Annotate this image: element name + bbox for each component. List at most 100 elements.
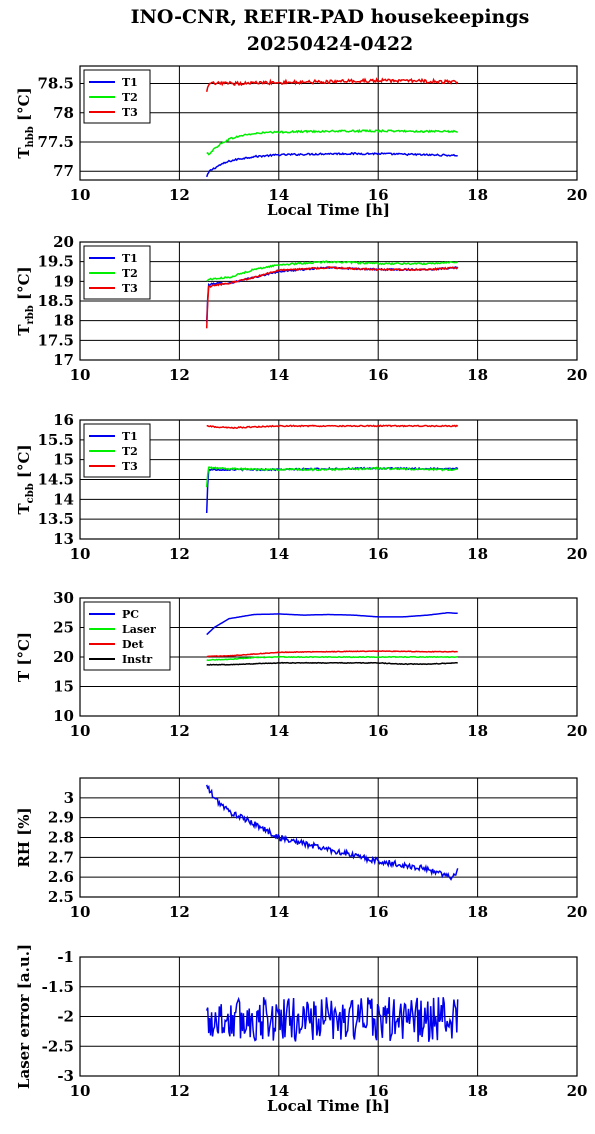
y-tick-label: 20 xyxy=(53,648,74,666)
y-axis-label-main: T xyxy=(15,324,33,336)
y-tick-label: 15 xyxy=(53,451,74,469)
x-tick-label: 12 xyxy=(169,1082,190,1100)
legend-label: T1 xyxy=(122,76,138,89)
y-axis-label: Laser error [a.u.] xyxy=(15,944,33,1089)
y-tick-label: -2.5 xyxy=(42,1037,74,1055)
plot-frame xyxy=(79,65,578,181)
chart-panel-temps: 10 12 14 16 18 20 10 15 20 25 30 T [°C] PC Laser Det In… xyxy=(15,589,587,740)
y-tick-label: 2.8 xyxy=(48,829,74,847)
x-tick-label: 12 xyxy=(169,722,190,740)
y-tick-label: 77.5 xyxy=(37,133,74,151)
y-tick-label: -1.5 xyxy=(42,978,74,996)
y-tick-label: 15 xyxy=(53,678,74,696)
y-tick-label: -3 xyxy=(57,1067,74,1085)
y-tick-label: 2.5 xyxy=(48,888,74,906)
y-tick-label: 30 xyxy=(53,589,74,607)
x-tick-label: 10 xyxy=(70,722,91,740)
y-tick-label: 25 xyxy=(53,619,74,637)
x-axis-label: Local Time [h] xyxy=(267,201,390,219)
legend-label: T3 xyxy=(122,106,138,119)
legend-label: Laser xyxy=(122,623,156,636)
y-axis-label-unit: [°C] xyxy=(15,444,33,483)
legend: T1 T2 T3 xyxy=(83,245,151,300)
y-tick-label: 2.6 xyxy=(48,868,74,886)
legend-label: T3 xyxy=(122,460,138,473)
y-axis-label-subscript: rbb xyxy=(25,305,36,324)
x-tick-label: 16 xyxy=(368,903,389,921)
x-tick-label: 20 xyxy=(567,545,588,563)
x-tick-label: 20 xyxy=(567,1082,588,1100)
legend-label: T3 xyxy=(122,282,138,295)
y-tick-label: 2.9 xyxy=(48,809,74,827)
x-tick-label: 14 xyxy=(268,1082,289,1100)
x-tick-label: 18 xyxy=(467,366,488,384)
y-axis-label: Tcbb [°C] xyxy=(15,444,36,514)
y-axis-label: Thbb [°C] xyxy=(15,87,36,158)
y-axis-label: Trbb [°C] xyxy=(15,266,36,335)
x-tick-label: 10 xyxy=(70,1082,91,1100)
legend: T1 T2 T3 xyxy=(83,69,151,124)
x-tick-label: 18 xyxy=(467,722,488,740)
y-tick-label: 10 xyxy=(53,707,74,725)
y-tick-label: 18.5 xyxy=(37,292,74,310)
y-tick-label: 3 xyxy=(64,789,74,807)
plot-frame xyxy=(79,777,578,898)
legend-label: T1 xyxy=(122,252,138,265)
y-tick-label: 78.5 xyxy=(37,75,74,93)
series-line-t1 xyxy=(205,152,459,178)
x-tick-label: 18 xyxy=(467,545,488,563)
y-axis-label: T [°C] xyxy=(15,632,33,682)
series-line-t3 xyxy=(205,77,459,92)
series-line-t2 xyxy=(205,466,458,488)
x-tick-label: 10 xyxy=(70,186,91,204)
y-tick-label: 13 xyxy=(53,530,74,548)
legend-label: T2 xyxy=(122,445,138,458)
y-tick-label: 14.5 xyxy=(37,471,74,489)
legend: T1 T2 T3 xyxy=(83,423,151,478)
legend-label: T2 xyxy=(122,91,138,104)
legend-label: PC xyxy=(122,608,139,621)
plot-frame xyxy=(79,419,578,540)
x-tick-label: 12 xyxy=(169,545,190,563)
y-axis-label-main: Laser error [a.u.] xyxy=(15,944,33,1089)
x-tick-label: 10 xyxy=(70,366,91,384)
x-tick-label: 18 xyxy=(467,186,488,204)
x-tick-label: 12 xyxy=(169,366,190,384)
y-axis-label: RH [%] xyxy=(15,807,33,867)
x-tick-label: 16 xyxy=(368,186,389,204)
y-axis-label-unit: [°C] xyxy=(15,266,33,305)
series-line-t3 xyxy=(206,424,459,430)
y-tick-label: 17.5 xyxy=(37,331,74,349)
x-tick-label: 10 xyxy=(70,903,91,921)
x-tick-label: 14 xyxy=(268,366,289,384)
y-axis-label-subscript: cbb xyxy=(25,483,36,503)
y-axis-label-main: T [°C] xyxy=(15,632,33,682)
series-line-det xyxy=(206,650,458,658)
y-tick-label: 14 xyxy=(53,490,74,508)
y-tick-label: 2.7 xyxy=(48,848,74,866)
y-tick-label: 13.5 xyxy=(37,510,74,528)
y-tick-label: 19 xyxy=(53,272,74,290)
plot-frame xyxy=(79,956,578,1077)
chart-panel-rh: 10 12 14 16 18 20 2.5 2.6 2.72.8 2.9 3 RH [%] xyxy=(15,777,587,921)
y-axis-label-main: T xyxy=(15,503,33,515)
x-tick-label: 16 xyxy=(368,722,389,740)
series-line-t2 xyxy=(206,260,459,282)
x-tick-label: 16 xyxy=(368,545,389,563)
series-line-t2 xyxy=(206,128,459,156)
x-tick-label: 12 xyxy=(169,186,190,204)
x-tick-label: 18 xyxy=(467,903,488,921)
series-line xyxy=(205,784,459,881)
y-axis-label-main: T xyxy=(15,147,33,159)
x-tick-label: 14 xyxy=(268,903,289,921)
legend-label: T2 xyxy=(122,267,138,280)
series-line-instr xyxy=(206,661,458,666)
series-line-t3 xyxy=(205,266,459,329)
x-tick-label: 20 xyxy=(567,186,588,204)
x-tick-label: 20 xyxy=(567,366,588,384)
chart-panel-laser: 10 12 14 16 18 20 -3 -2.5 -2 -1.5 -1 Laser error [a… xyxy=(15,944,587,1115)
